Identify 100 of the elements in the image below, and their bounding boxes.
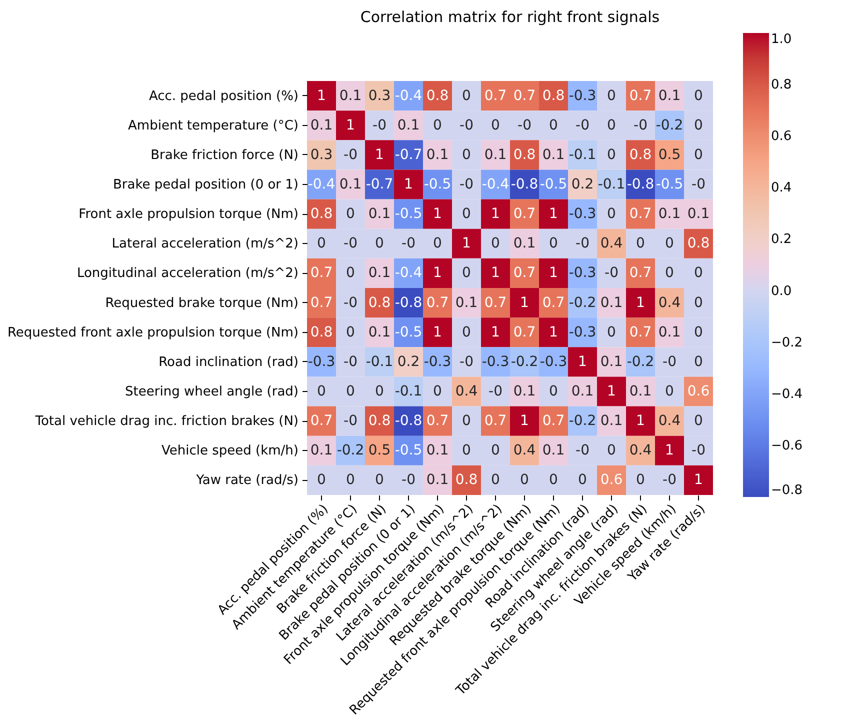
data-label: 1 <box>346 117 355 134</box>
data-label: 0.8 <box>455 472 478 488</box>
data-label: 0.1 <box>426 442 449 459</box>
y-tick-label: Total vehicle drag inc. friction brakes (N) <box>34 414 298 430</box>
data-label: 0 <box>317 472 326 488</box>
data-label: 1 <box>433 206 442 222</box>
y-tick-label: Brake pedal position (0 or 1) <box>112 178 298 192</box>
data-label: 1 <box>520 294 529 311</box>
data-label: 0.7 <box>629 265 652 282</box>
data-label: 0.4 <box>455 384 478 400</box>
data-label: -0 <box>634 117 648 134</box>
data-label: -0.3 <box>308 354 336 370</box>
data-label: -0 <box>460 117 474 134</box>
data-label: 0 <box>433 236 442 252</box>
color-bar-label: 0.2 <box>771 232 792 248</box>
data-label: 0 <box>433 117 442 134</box>
data-label: 0 <box>375 384 384 400</box>
data-label: -0.3 <box>424 354 452 370</box>
data-label: 1 <box>636 294 645 311</box>
data-label: 1 <box>607 384 616 400</box>
data-label: 0 <box>462 206 471 222</box>
color-bar-label: 0.8 <box>771 78 792 93</box>
data-label: 1 <box>462 236 471 252</box>
data-label: 1 <box>433 324 442 340</box>
data-label: 0.1 <box>368 265 391 282</box>
data-label: -0 <box>460 354 474 370</box>
y-tick-label: Steering wheel angle (rad) <box>125 384 298 400</box>
data-label: 0.1 <box>658 206 681 222</box>
data-label: 0.1 <box>600 413 623 430</box>
data-label: 0 <box>375 236 384 252</box>
data-label: 0.1 <box>368 324 391 340</box>
data-label: 0.7 <box>310 413 333 430</box>
data-label: 1 <box>404 176 413 192</box>
data-label: 0.7 <box>629 324 652 340</box>
data-label: 0.1 <box>629 384 652 400</box>
data-label: 0.4 <box>629 442 652 459</box>
data-label: 0 <box>346 265 355 282</box>
data-label: 0.4 <box>658 294 681 311</box>
data-label: -0.3 <box>540 354 568 370</box>
data-label: 0.7 <box>513 206 536 222</box>
data-label: -0.1 <box>598 176 626 192</box>
data-label: -0 <box>604 265 618 282</box>
data-label: 0 <box>694 117 703 134</box>
data-label: 0.7 <box>426 294 449 311</box>
data-label: -0.3 <box>568 206 596 222</box>
data-label: 0 <box>549 384 558 400</box>
data-label: 0 <box>607 206 616 222</box>
data-label: 0 <box>549 117 558 134</box>
color-bar-label: 1.0 <box>771 32 792 47</box>
y-tick-label: Requested front axle propulsion torque (Nm) <box>7 325 298 340</box>
data-label: 0.5 <box>368 442 391 459</box>
data-label: -0 <box>692 442 706 459</box>
data-label: 0 <box>549 236 558 252</box>
y-tick-label: Acc. pedal position (%) <box>148 88 298 104</box>
data-label: -0.2 <box>568 294 596 311</box>
data-label: 1 <box>694 472 703 488</box>
data-label: -0.2 <box>626 354 654 370</box>
data-label: 0 <box>491 236 500 252</box>
y-tick-label: Brake friction force (N) <box>150 148 298 163</box>
data-label: 0.1 <box>542 442 565 459</box>
data-label: -0 <box>488 384 502 400</box>
data-label: 0.7 <box>629 88 652 104</box>
data-label: 0 <box>346 384 355 400</box>
data-label: 0 <box>636 236 645 252</box>
data-label: 1 <box>665 442 674 459</box>
data-label: 0 <box>346 472 355 488</box>
data-label: 1 <box>578 354 587 370</box>
data-label: 0 <box>375 472 384 488</box>
data-label: 0 <box>665 265 674 282</box>
data-label: 0.7 <box>484 88 507 104</box>
data-label: 0 <box>694 324 703 340</box>
data-label: -0.1 <box>366 354 394 370</box>
data-label: -0.5 <box>394 324 422 340</box>
data-label: 0.5 <box>658 146 681 163</box>
data-label: -0.4 <box>394 88 422 104</box>
data-label: -0.5 <box>394 442 422 459</box>
data-label: -0.8 <box>394 294 422 311</box>
data-label: 0 <box>317 236 326 252</box>
data-label: 0.1 <box>513 236 536 252</box>
data-label: 0.1 <box>687 206 710 222</box>
data-label: 0 <box>694 265 703 282</box>
data-label: -0 <box>576 236 590 252</box>
data-label: -0.4 <box>308 176 336 192</box>
data-label: -0 <box>518 117 532 134</box>
data-label: 0 <box>607 117 616 134</box>
data-label: -0 <box>402 472 416 488</box>
data-label: -0 <box>692 176 706 192</box>
data-label: -0.5 <box>424 176 452 192</box>
data-label: -0 <box>372 117 386 134</box>
data-label: 0.1 <box>600 294 623 311</box>
data-label: 0 <box>491 117 500 134</box>
data-label: -0 <box>344 354 358 370</box>
data-label: 0.1 <box>426 472 449 488</box>
data-label: 0 <box>694 413 703 430</box>
data-label: 0.4 <box>513 442 536 459</box>
data-label: 0 <box>462 442 471 459</box>
data-label: -0.4 <box>394 265 422 282</box>
data-label: 0 <box>694 294 703 311</box>
data-label: 0.1 <box>339 176 362 192</box>
y-tick-label: Road inclination (rad) <box>158 354 298 370</box>
